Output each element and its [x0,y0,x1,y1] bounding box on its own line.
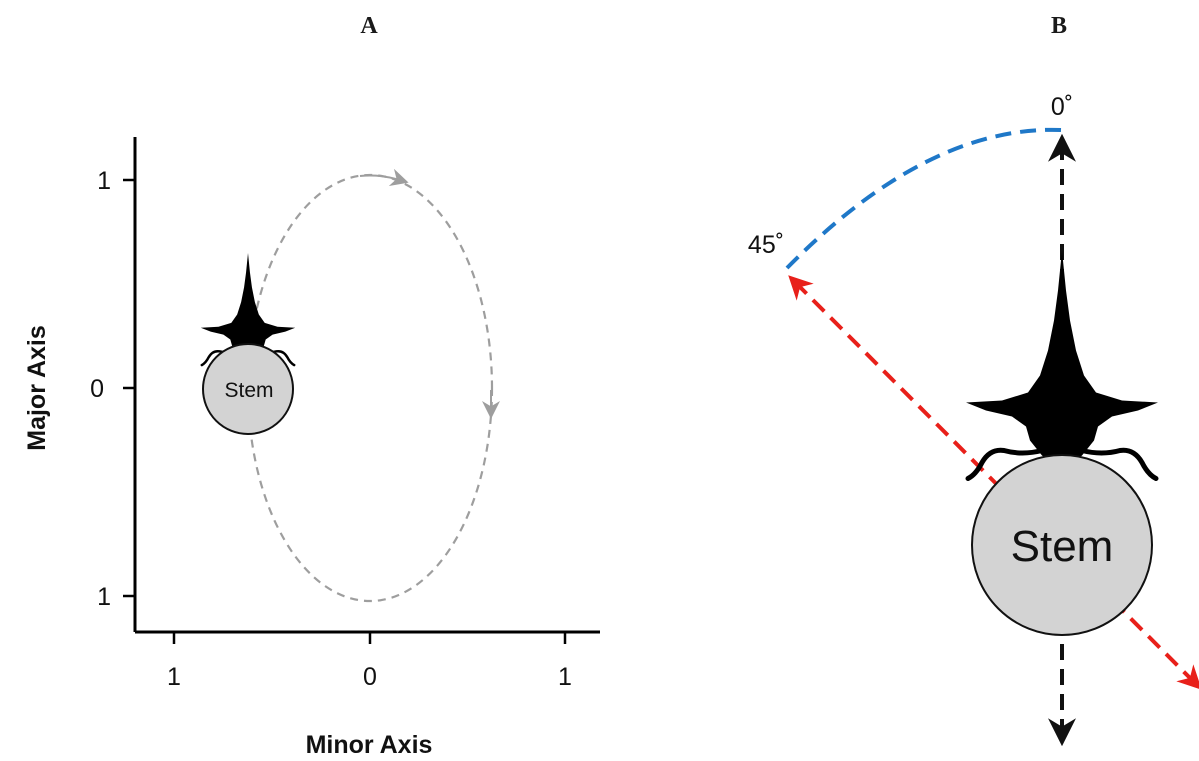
y-axis-title: Major Axis [23,325,51,451]
angle-label-45: 45˚ [748,231,784,259]
panel-b: B 0˚ 45˚ Stem [748,13,1199,747]
panel-a-label: A [360,13,378,39]
rotated-axis-arrow [788,275,1199,690]
stem-circle-small [202,343,294,435]
stem-label-small: Stem [224,379,273,402]
y-ticks: 1 0 1 [90,167,135,611]
angle-arc [785,127,1062,270]
panel-b-label: B [1051,13,1067,39]
panel-a: A 1 0 1 1 0 1 Minor Axis Major Axis [23,13,600,759]
x-tick-label-middle: 0 [363,663,377,691]
y-tick-label-bottom: 1 [97,583,111,611]
stem-label-large: Stem [1011,522,1114,571]
orbit-arrow-top [359,168,409,187]
stem-circle-large [971,454,1153,636]
x-ticks: 1 0 1 [167,632,572,691]
y-tick-label-top: 1 [97,167,111,195]
x-tick-label-right: 1 [558,663,572,691]
y-tick-label-middle: 0 [90,375,104,403]
x-tick-label-left: 1 [167,663,181,691]
x-axis-title: Minor Axis [306,731,433,759]
angle-label-0: 0˚ [1051,93,1073,121]
